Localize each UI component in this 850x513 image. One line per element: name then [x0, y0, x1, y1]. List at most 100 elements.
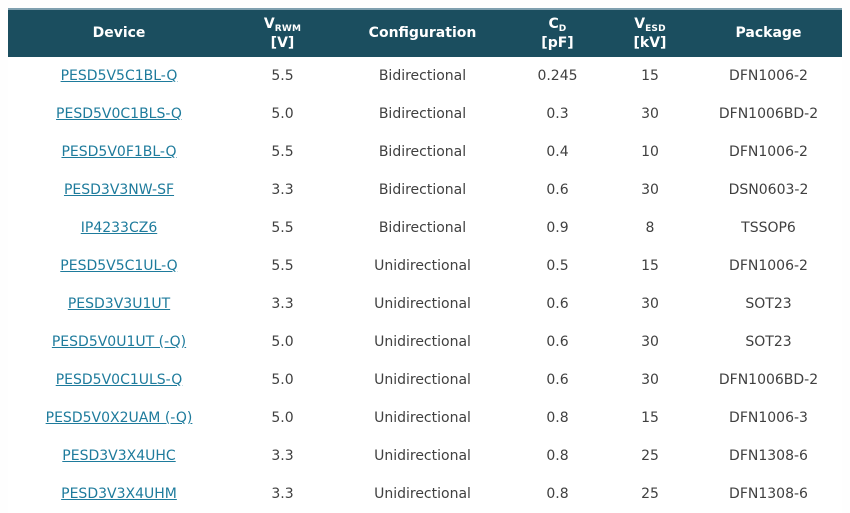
- vrwm-header-subscript: RWM: [274, 23, 302, 34]
- device-link[interactable]: PESD5V0X2UAM (-Q): [45, 410, 193, 426]
- device-link[interactable]: PESD5V0U1UT (-Q): [51, 334, 187, 350]
- table-row: PESD5V0U1UT (-Q) 5.0 Unidirectional 0.6 …: [8, 323, 842, 361]
- vesd-cell: 10: [605, 133, 695, 171]
- device-cell: PESD5V0X2UAM (-Q): [8, 399, 230, 437]
- package-cell: DFN1308-6: [695, 437, 842, 475]
- vesd-header-unit: [kV]: [633, 34, 667, 51]
- parts-selection-table: Device VRWM [V] Configuration CD [pF] VE…: [8, 8, 842, 513]
- table-header: Device VRWM [V] Configuration CD [pF] VE…: [8, 8, 842, 57]
- device-link[interactable]: PESD5V0F1BL-Q: [61, 144, 177, 160]
- device-link[interactable]: PESD3V3NW-SF: [63, 182, 175, 198]
- device-link[interactable]: PESD5V0C1ULS-Q: [55, 372, 183, 388]
- vesd-cell: 15: [605, 399, 695, 437]
- table-row: PESD5V0C1BLS-Q 5.0 Bidirectional 0.3 30 …: [8, 95, 842, 133]
- device-link[interactable]: PESD3V3X4UHM: [61, 486, 177, 502]
- cd-cell: 0.245: [510, 57, 605, 95]
- column-header-vesd: VESD [kV]: [605, 8, 695, 57]
- vesd-cell: 25: [605, 475, 695, 513]
- configuration-cell: Unidirectional: [335, 285, 510, 323]
- device-cell: PESD5V0U1UT (-Q): [8, 323, 230, 361]
- vesd-header-symbol: V: [634, 15, 646, 32]
- package-cell: DFN1006BD-2: [695, 361, 842, 399]
- device-cell: PESD3V3NW-SF: [8, 171, 230, 209]
- vrwm-cell: 3.3: [230, 285, 335, 323]
- vesd-cell: 30: [605, 285, 695, 323]
- vesd-cell: 30: [605, 171, 695, 209]
- cd-cell: 0.8: [510, 399, 605, 437]
- cd-header-unit: [pF]: [541, 34, 574, 51]
- configuration-cell: Bidirectional: [335, 95, 510, 133]
- configuration-cell: Unidirectional: [335, 475, 510, 513]
- cd-header-symbol: C: [548, 15, 559, 32]
- column-header-cd: CD [pF]: [510, 8, 605, 57]
- vrwm-cell: 5.5: [230, 247, 335, 285]
- vrwm-cell: 5.0: [230, 361, 335, 399]
- vesd-cell: 30: [605, 323, 695, 361]
- cd-cell: 0.9: [510, 209, 605, 247]
- package-cell: DFN1006-3: [695, 399, 842, 437]
- package-cell: SOT23: [695, 323, 842, 361]
- vrwm-cell: 3.3: [230, 171, 335, 209]
- vrwm-header-unit: [V]: [270, 34, 295, 51]
- cd-cell: 0.6: [510, 361, 605, 399]
- device-link[interactable]: PESD5V5C1UL-Q: [60, 258, 178, 274]
- device-link[interactable]: PESD5V0C1BLS-Q: [56, 106, 182, 122]
- package-cell: DFN1006-2: [695, 57, 842, 95]
- vrwm-cell: 3.3: [230, 475, 335, 513]
- vrwm-cell: 5.0: [230, 323, 335, 361]
- package-cell: DSN0603-2: [695, 171, 842, 209]
- cd-cell: 0.6: [510, 323, 605, 361]
- table-row: PESD3V3X4UHC 3.3 Unidirectional 0.8 25 D…: [8, 437, 842, 475]
- device-cell: PESD5V5C1UL-Q: [8, 247, 230, 285]
- configuration-header-label: Configuration: [368, 25, 477, 41]
- vesd-cell: 30: [605, 361, 695, 399]
- vesd-cell: 30: [605, 95, 695, 133]
- configuration-cell: Unidirectional: [335, 437, 510, 475]
- device-cell: PESD3V3X4UHC: [8, 437, 230, 475]
- configuration-cell: Unidirectional: [335, 361, 510, 399]
- device-cell: IP4233CZ6: [8, 209, 230, 247]
- cd-cell: 0.4: [510, 133, 605, 171]
- package-cell: DFN1308-6: [695, 475, 842, 513]
- device-link[interactable]: PESD3V3X4UHC: [62, 448, 176, 464]
- device-link[interactable]: PESD5V5C1BL-Q: [60, 68, 178, 84]
- device-link[interactable]: IP4233CZ6: [80, 220, 158, 236]
- cd-cell: 0.5: [510, 247, 605, 285]
- configuration-cell: Bidirectional: [335, 133, 510, 171]
- configuration-cell: Unidirectional: [335, 247, 510, 285]
- table-row: PESD5V5C1UL-Q 5.5 Unidirectional 0.5 15 …: [8, 247, 842, 285]
- package-cell: DFN1006BD-2: [695, 95, 842, 133]
- table-row: IP4233CZ6 5.5 Bidirectional 0.9 8 TSSOP6: [8, 209, 842, 247]
- table-row: PESD5V0X2UAM (-Q) 5.0 Unidirectional 0.8…: [8, 399, 842, 437]
- cd-cell: 0.8: [510, 475, 605, 513]
- column-header-package: Package: [695, 8, 842, 57]
- device-cell: PESD5V5C1BL-Q: [8, 57, 230, 95]
- package-cell: TSSOP6: [695, 209, 842, 247]
- column-header-device: Device: [8, 8, 230, 57]
- cd-cell: 0.3: [510, 95, 605, 133]
- vesd-cell: 8: [605, 209, 695, 247]
- configuration-cell: Unidirectional: [335, 399, 510, 437]
- vrwm-cell: 5.0: [230, 95, 335, 133]
- package-cell: SOT23: [695, 285, 842, 323]
- device-cell: PESD3V3X4UHM: [8, 475, 230, 513]
- device-cell: PESD3V3U1UT: [8, 285, 230, 323]
- cd-cell: 0.8: [510, 437, 605, 475]
- vesd-header-subscript: ESD: [645, 23, 666, 34]
- vesd-cell: 25: [605, 437, 695, 475]
- package-header-label: Package: [735, 25, 802, 41]
- vrwm-header-symbol: V: [263, 15, 275, 32]
- configuration-cell: Bidirectional: [335, 209, 510, 247]
- header-row: Device VRWM [V] Configuration CD [pF] VE…: [8, 8, 842, 57]
- table-row: PESD5V0C1ULS-Q 5.0 Unidirectional 0.6 30…: [8, 361, 842, 399]
- vrwm-cell: 5.5: [230, 133, 335, 171]
- package-cell: DFN1006-2: [695, 133, 842, 171]
- table-body: PESD5V5C1BL-Q 5.5 Bidirectional 0.245 15…: [8, 57, 842, 513]
- device-cell: PESD5V0F1BL-Q: [8, 133, 230, 171]
- device-link[interactable]: PESD3V3U1UT: [67, 296, 171, 312]
- column-header-vrwm: VRWM [V]: [230, 8, 335, 57]
- cd-cell: 0.6: [510, 171, 605, 209]
- vesd-cell: 15: [605, 57, 695, 95]
- vrwm-cell: 5.0: [230, 399, 335, 437]
